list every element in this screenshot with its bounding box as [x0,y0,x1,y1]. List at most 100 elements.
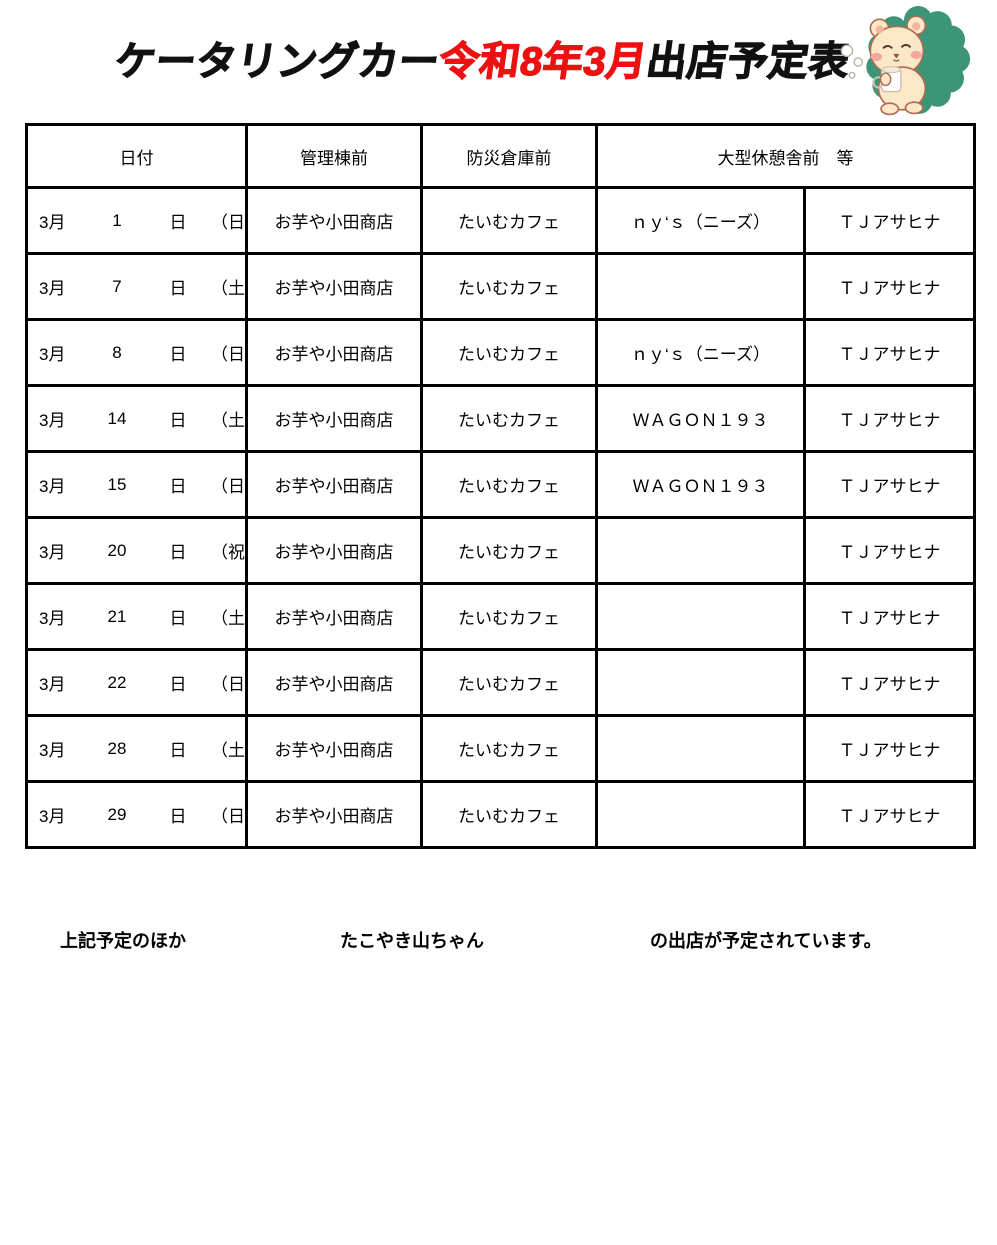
vendor-kanri: お芋や小田商店 [245,318,423,387]
date-day: 1 [112,210,122,230]
date-cell: 3月 8 日 （日） [25,318,248,387]
vendor-bousai: たいむカフェ [420,714,598,783]
vendor-bousai: たいむカフェ [420,450,598,519]
vendor-rest-a [595,780,806,849]
steam-bubble-icon [840,44,854,58]
table-row: 3月 28 日 （土） お芋や小田商店 たいむカフェ ＴＪアサヒナ [25,714,976,783]
date-month: 3月 [39,477,66,496]
date-weekday: （土） [211,411,245,430]
vendor-kanri: お芋や小田商店 [245,384,423,453]
vendor-rest-a: ＷＡＧＯＮ１９３ [595,450,806,519]
table-row: 3月 15 日 （日） お芋や小田商店 たいむカフェ ＷＡＧＯＮ１９３ ＴＪアサヒナ [25,450,976,519]
date-month: 3月 [39,807,66,826]
footnote-vendor-name: たこやき山ちゃん [340,931,484,951]
date-day: 21 [107,606,127,626]
date-weekday: （土） [211,279,245,298]
date-cell: 3月 15 日 （日） [25,450,248,519]
table-row: 3月 7 日 （土） お芋や小田商店 たいむカフェ ＴＪアサヒナ [25,252,976,321]
date-weekday: （日） [211,675,245,694]
vendor-rest-a: ｎｙ‘ｓ（ニーズ） [595,186,806,255]
date-day: 7 [112,276,122,296]
date-cell: 3月 20 日 （祝） [25,516,248,585]
date-cell: 3月 21 日 （土） [25,582,248,651]
header-date: 日付 [25,123,248,189]
title-highlight: 令和8年3月 [436,39,651,84]
page-title: ケータリングカー令和8年3月出店予定表 [112,38,853,86]
vendor-bousai: たいむカフェ [420,252,598,321]
date-month: 3月 [39,345,66,364]
date-cell: 3月 29 日 （日） [25,780,248,849]
date-unit: 日 [169,675,187,694]
date-weekday: （日） [211,807,245,826]
schedule-table: 日付 管理棟前 防災倉庫前 大型休憩舎前 等 3月 1 日 （日） お芋や小田商店 た… [25,123,976,849]
date-month: 3月 [39,411,66,430]
date-month: 3月 [39,741,66,760]
vendor-kanri: お芋や小田商店 [245,186,423,255]
vendor-rest-a [595,252,806,321]
date-month: 3月 [39,543,66,562]
vendor-rest-a [595,648,806,717]
closed-eyes [882,44,911,49]
vendor-rest-a [595,516,806,585]
vendor-rest-b: ＴＪアサヒナ [803,450,976,519]
vendor-rest-a: ｎｙ‘ｓ（ニーズ） [595,318,806,387]
footnote-tail: の出店が予定されています。 [650,931,882,951]
date-day: 28 [107,738,127,758]
footnote-lead: 上記予定のほか [60,931,186,951]
vendor-bousai: たいむカフェ [420,186,598,255]
date-unit: 日 [169,411,187,430]
date-cell: 3月 1 日 （日） [25,186,248,255]
vendor-kanri: お芋や小田商店 [245,582,423,651]
vendor-bousai: たいむカフェ [420,384,598,453]
table-row: 3月 21 日 （土） お芋や小田商店 たいむカフェ ＴＪアサヒナ [25,582,976,651]
date-day: 20 [107,540,127,560]
vendor-rest-b: ＴＪアサヒナ [803,780,976,849]
date-weekday: （日） [211,345,245,364]
vendor-kanri: お芋や小田商店 [245,450,423,519]
vendor-rest-b: ＴＪアサヒナ [803,318,976,387]
vendor-kanri: お芋や小田商店 [245,714,423,783]
header-bousai: 防災倉庫前 [420,123,598,189]
date-month: 3月 [39,213,66,232]
date-weekday: （日） [211,477,245,496]
date-cell: 3月 7 日 （土） [25,252,248,321]
date-unit: 日 [169,279,187,298]
vendor-rest-a [595,582,806,651]
date-unit: 日 [169,609,187,628]
vendor-bousai: たいむカフェ [420,780,598,849]
table-row: 3月 1 日 （日） お芋や小田商店 たいむカフェ ｎｙ‘ｓ（ニーズ） ＴＪアサヒナ [25,186,976,255]
date-month: 3月 [39,279,66,298]
date-weekday: （祝） [211,543,245,562]
table-row: 3月 14 日 （土） お芋や小田商店 たいむカフェ ＷＡＧＯＮ１９３ ＴＪアサヒナ [25,384,976,453]
date-unit: 日 [169,543,187,562]
date-unit: 日 [169,477,187,496]
vendor-rest-b: ＴＪアサヒナ [803,582,976,651]
steam-bubble-icon [853,57,863,67]
header-kanri: 管理棟前 [245,123,423,189]
title-suffix: 出店予定表 [643,39,853,84]
cheeks [870,50,922,61]
vendor-kanri: お芋や小田商店 [245,516,423,585]
date-cell: 3月 14 日 （土） [25,384,248,453]
vendor-rest-b: ＴＪアサヒナ [803,252,976,321]
date-weekday: （日） [211,213,245,232]
steam-bubble-icon [848,71,856,79]
vendor-kanri: お芋や小田商店 [245,648,423,717]
vendor-rest-b: ＴＪアサヒナ [803,384,976,453]
ear-inner [875,22,921,34]
vendor-rest-a [595,714,806,783]
date-day: 29 [107,804,127,824]
vendor-rest-a: ＷＡＧＯＮ１９３ [595,384,806,453]
vendor-rest-b: ＴＪアサヒナ [803,648,976,717]
date-day: 14 [107,408,127,428]
table-row: 3月 8 日 （日） お芋や小田商店 たいむカフェ ｎｙ‘ｓ（ニーズ） ＴＪアサヒナ [25,318,976,387]
date-unit: 日 [169,807,187,826]
date-day: 22 [107,672,127,692]
vendor-rest-b: ＴＪアサヒナ [803,714,976,783]
vendor-bousai: たいむカフェ [420,516,598,585]
date-unit: 日 [169,345,187,364]
date-month: 3月 [39,609,66,628]
vendor-rest-b: ＴＪアサヒナ [803,186,976,255]
vendor-bousai: たいむカフェ [420,648,598,717]
